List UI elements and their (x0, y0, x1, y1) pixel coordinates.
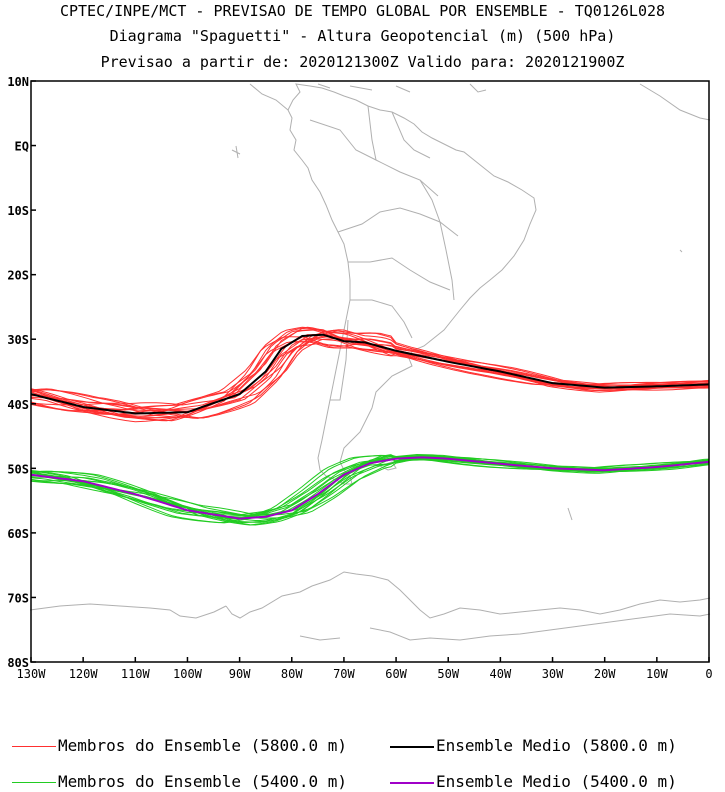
longitude-axis: 130W 120W 110W 100W 90W 80W 70W 60W 50W 40W 30W 20W… (17, 657, 713, 681)
member-line-5800 (30, 336, 710, 413)
lat-tick-label: EQ (15, 140, 29, 154)
lon-tick-label: 0 (705, 667, 712, 681)
member-line-5400 (30, 454, 710, 524)
member-line-5800 (30, 326, 710, 422)
lon-tick-label: 130W (17, 667, 47, 681)
lon-tick-label: 20W (594, 667, 616, 681)
lat-tick-label: 80S (7, 656, 29, 670)
lon-tick-label: 110W (121, 667, 151, 681)
member-line-5400 (30, 457, 710, 520)
legend-members-5400: Membros do Ensemble (5400.0 m) (12, 772, 347, 791)
member-line-5800 (30, 342, 710, 406)
lat-tick-label: 20S (7, 269, 29, 283)
legend-label-mean-5400: Ensemble Medio (5400.0 m) (436, 772, 677, 791)
series-layer (30, 326, 710, 526)
title-line-2: Diagrama "Spaguetti" - Altura Geopotenci… (109, 27, 616, 45)
lon-tick-label: 80W (281, 667, 303, 681)
legend-mean-5400: Ensemble Medio (5400.0 m) (390, 772, 677, 791)
lon-tick-label: 30W (542, 667, 564, 681)
lon-tick-label: 50W (437, 667, 459, 681)
member-line-5800 (30, 328, 710, 423)
lon-tick-label: 90W (229, 667, 251, 681)
latitude-axis: 10N EQ 10S 20S 30S 40S 50S 60S 70S 80S (7, 75, 36, 670)
lat-tick-label: 10S (7, 204, 29, 218)
mean-line-5400 (30, 456, 710, 520)
lon-tick-label: 120W (69, 667, 99, 681)
lon-tick-label: 40W (490, 667, 512, 681)
title-line-3: Previsao a partir de: 2020121300Z Valido… (100, 53, 625, 71)
lat-tick-label: 50S (7, 462, 29, 476)
legend-label-members-5800: Membros do Ensemble (5800.0 m) (58, 736, 347, 755)
lon-tick-label: 10W (646, 667, 668, 681)
lat-tick-label: 40S (7, 398, 29, 412)
legend-swatch-members-5800 (12, 746, 56, 747)
map-frame (30, 80, 710, 663)
coastline (29, 83, 711, 641)
legend-swatch-mean-5400 (390, 781, 434, 784)
legend-swatch-mean-5800 (390, 745, 434, 748)
lat-tick-label: 70S (7, 591, 29, 605)
lon-tick-label: 70W (333, 667, 355, 681)
legend-label-members-5400: Membros do Ensemble (5400.0 m) (58, 772, 347, 791)
lon-tick-label: 100W (173, 667, 203, 681)
member-line-5800 (30, 335, 710, 413)
lat-tick-label: 10N (7, 75, 29, 89)
legend-label-mean-5800: Ensemble Medio (5800.0 m) (436, 736, 677, 755)
lon-tick-label: 60W (385, 667, 407, 681)
mean-line-5800 (30, 333, 710, 415)
legend-members-5800: Membros do Ensemble (5800.0 m) (12, 736, 347, 755)
lat-tick-label: 60S (7, 527, 29, 541)
lat-tick-label: 30S (7, 333, 29, 347)
legend-swatch-members-5400 (12, 782, 56, 783)
legend-mean-5800: Ensemble Medio (5800.0 m) (390, 736, 677, 755)
title-line-1: CPTEC/INPE/MCT - PREVISAO DE TEMPO GLOBA… (59, 2, 666, 20)
member-line-5800 (30, 336, 710, 415)
